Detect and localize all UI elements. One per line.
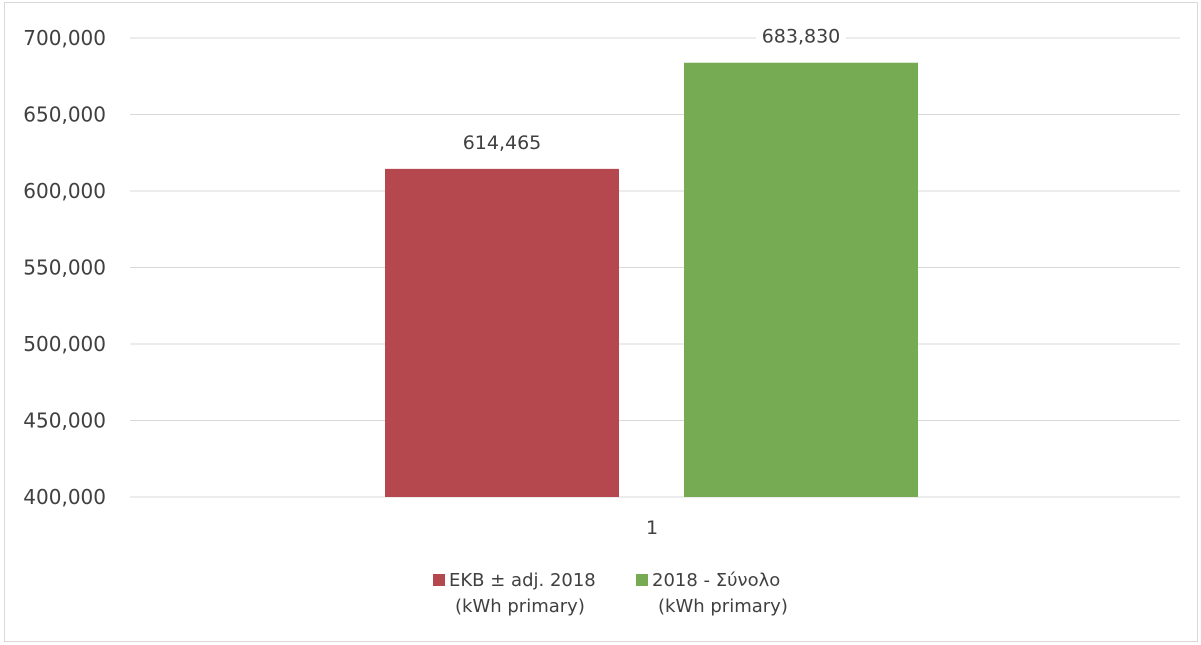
data-label-background xyxy=(756,23,846,48)
y-tick-label: 650,000 xyxy=(23,103,106,127)
data-label: 683,830 xyxy=(762,26,841,48)
y-tick-label: 500,000 xyxy=(23,332,106,356)
y-tick-label: 550,000 xyxy=(23,256,106,280)
bar-series-2 xyxy=(684,62,918,497)
legend-swatch-1 xyxy=(433,574,445,586)
legend-entry-1: ΕΚΒ ± adj. 2018 (kWh primary) xyxy=(449,570,596,617)
legend-line: 2018 - Σύνολο xyxy=(652,570,780,591)
y-tick-label: 600,000 xyxy=(23,179,106,203)
y-tick-label: 400,000 xyxy=(23,485,106,509)
legend-swatch-2 xyxy=(636,574,648,586)
y-tick-label: 450,000 xyxy=(23,409,106,433)
legend-line: (kWh primary) xyxy=(658,596,788,617)
y-tick-label: 700,000 xyxy=(23,26,106,50)
bar-series-1 xyxy=(385,168,619,498)
legend-line: (kWh primary) xyxy=(455,596,585,617)
data-label-background xyxy=(457,129,547,154)
legend-entry-2: 2018 - Σύνολο (kWh primary) xyxy=(652,570,788,617)
x-category-label: 1 xyxy=(646,517,658,539)
legend-line: ΕΚΒ ± adj. 2018 xyxy=(449,570,596,591)
data-label: 614,465 xyxy=(463,132,542,154)
